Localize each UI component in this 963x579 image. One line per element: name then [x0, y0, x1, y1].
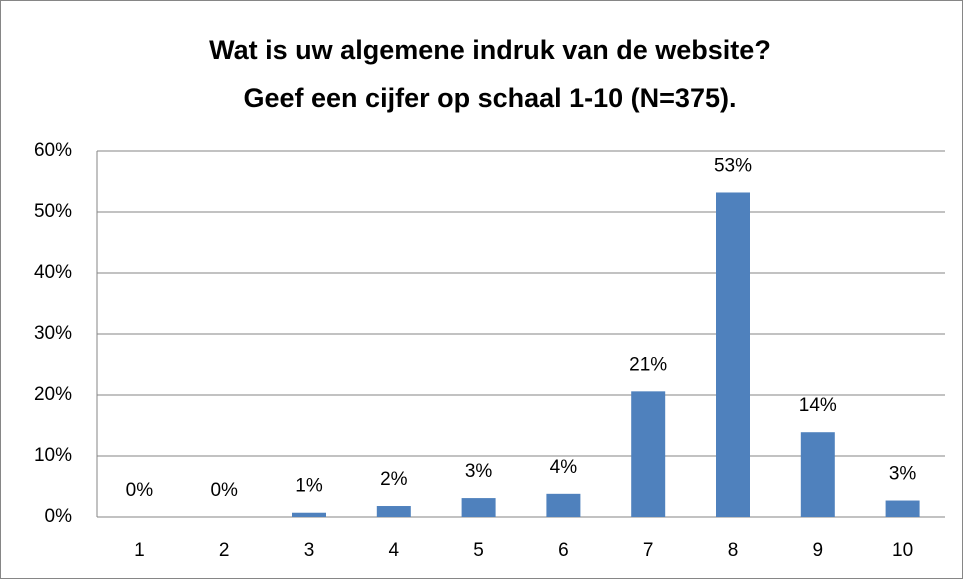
x-tick-label: 8 — [728, 540, 739, 561]
y-tick-label: 20% — [34, 384, 72, 405]
x-tick-label: 10 — [892, 540, 913, 561]
y-tick-label: 10% — [34, 445, 72, 466]
bar — [716, 192, 750, 518]
bar — [461, 498, 496, 517]
data-label: 0% — [126, 480, 154, 501]
x-tick-label: 1 — [134, 540, 145, 561]
bar — [631, 391, 666, 517]
y-tick-label: 30% — [34, 323, 72, 344]
bar — [546, 493, 581, 517]
x-tick-label: 7 — [643, 540, 654, 561]
bar — [800, 432, 835, 517]
data-label: 3% — [465, 461, 493, 482]
y-tick-label: 40% — [34, 262, 72, 283]
y-tick-label: 60% — [34, 140, 72, 161]
x-tick-label: 2 — [219, 540, 230, 561]
x-tick-label: 9 — [813, 540, 824, 561]
x-tick-label: 6 — [558, 540, 569, 561]
x-tick-label: 3 — [304, 540, 315, 561]
data-label: 4% — [550, 457, 578, 478]
y-tick-label: 0% — [45, 506, 73, 527]
chart-title: Geef een cijfer op schaal 1-10 (N=375). — [244, 83, 737, 113]
y-tick-label: 50% — [34, 201, 72, 222]
data-label: 3% — [889, 464, 917, 485]
data-label: 0% — [210, 480, 238, 501]
data-label: 53% — [714, 155, 752, 176]
chart-title: Wat is uw algemene indruk van de website… — [209, 35, 771, 65]
bar — [292, 512, 326, 517]
data-label: 21% — [629, 354, 667, 375]
x-tick-label: 4 — [389, 540, 400, 561]
data-label: 1% — [295, 476, 323, 497]
bar — [885, 500, 920, 517]
bar — [376, 506, 411, 517]
x-tick-label: 5 — [473, 540, 484, 561]
data-label: 14% — [799, 395, 837, 416]
data-label: 2% — [380, 469, 408, 490]
